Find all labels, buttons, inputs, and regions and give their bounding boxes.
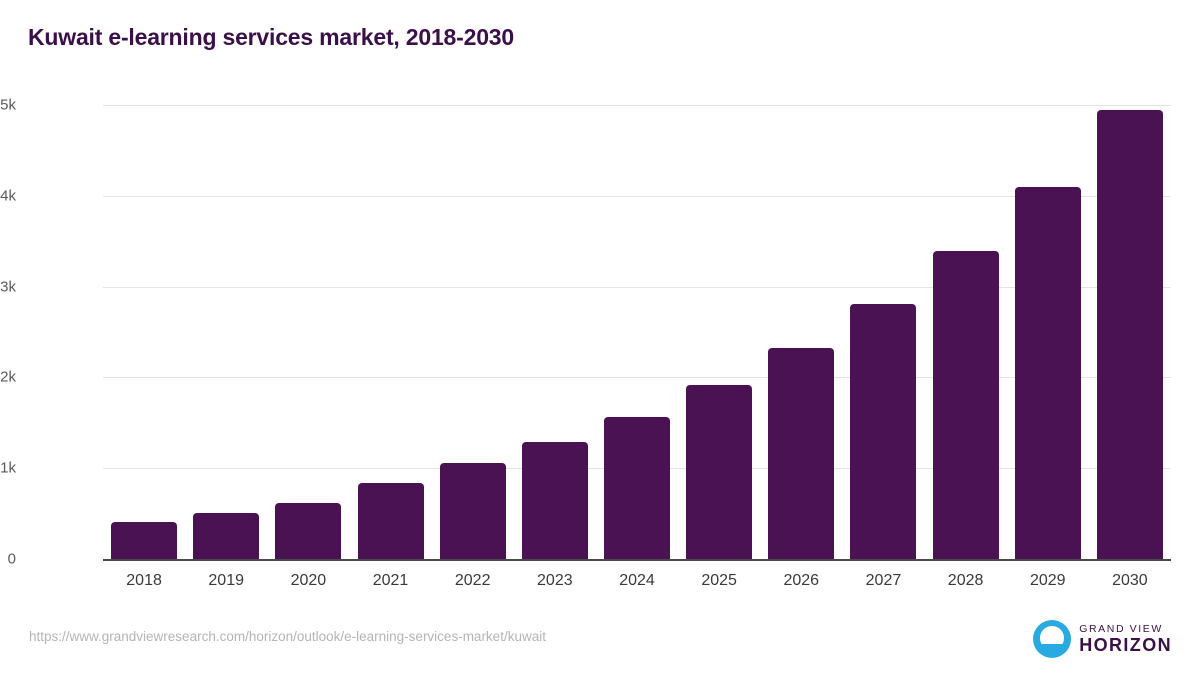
bar-2026[interactable] xyxy=(768,347,835,559)
y-axis-tick-label: 4k xyxy=(0,187,16,205)
x-axis-tick-label: 2027 xyxy=(865,572,902,589)
page-title: Kuwait e-learning services market, 2018-… xyxy=(28,24,514,50)
bar-2018[interactable] xyxy=(111,521,178,559)
plot-area xyxy=(103,105,1171,559)
gridline xyxy=(103,105,1171,106)
y-axis-tick-label: 2k xyxy=(0,368,16,386)
y-axis-tick-label: 1k xyxy=(0,459,16,477)
gridline xyxy=(103,195,1171,197)
bar-2029[interactable] xyxy=(1014,186,1081,559)
bar-2025[interactable] xyxy=(686,384,753,559)
x-axis-line xyxy=(103,559,1171,561)
x-axis-tick-label: 2029 xyxy=(1029,572,1066,589)
bar-2020[interactable] xyxy=(275,503,342,559)
brand-name-secondary: HORIZON xyxy=(1079,635,1172,656)
bar-2019[interactable] xyxy=(193,513,260,559)
x-axis-tick-label: 2023 xyxy=(537,572,573,589)
brand-logo: GRAND VIEW HORIZON xyxy=(1033,620,1172,658)
bar-2021[interactable] xyxy=(357,483,424,559)
x-axis-tick-label: 2021 xyxy=(372,572,409,589)
x-axis-tick-label: 2024 xyxy=(619,572,655,589)
brand-name-primary: GRAND VIEW xyxy=(1079,622,1163,635)
y-axis-title: Market Size (US$M) xyxy=(0,197,1,332)
bar-2027[interactable] xyxy=(850,303,917,559)
source-url[interactable]: https://www.grandviewresearch.com/horizo… xyxy=(29,629,546,644)
x-axis-tick-label: 2018 xyxy=(126,572,162,589)
x-axis-tick-label: 2020 xyxy=(290,572,327,589)
horizon-logo-icon xyxy=(1033,620,1072,658)
bar-2030[interactable] xyxy=(1096,110,1163,559)
y-axis-tick-label: 3k xyxy=(0,278,16,296)
bar-2022[interactable] xyxy=(439,463,506,559)
x-axis-tick-label: 2028 xyxy=(947,572,984,589)
bar-2023[interactable] xyxy=(521,441,588,559)
x-axis-tick-label: 2025 xyxy=(701,572,737,589)
y-axis-tick-label: 0 xyxy=(7,550,16,568)
bar-2028[interactable] xyxy=(932,251,999,559)
x-axis-tick-label: 2026 xyxy=(783,572,820,589)
x-axis-tick-label: 2022 xyxy=(454,572,491,589)
y-axis-tick-label: 5k xyxy=(0,96,16,114)
x-axis-tick-label: 2019 xyxy=(208,572,244,589)
brand-logo-text: GRAND VIEW HORIZON xyxy=(1079,624,1172,655)
x-axis-tick-label: 2030 xyxy=(1112,572,1148,589)
gridline xyxy=(103,377,1171,379)
bar-2024[interactable] xyxy=(604,416,670,559)
gridline xyxy=(103,286,1171,288)
